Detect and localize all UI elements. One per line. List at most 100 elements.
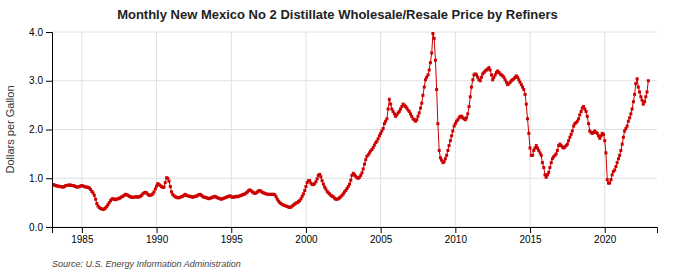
x-tick-label: 2015 [519, 234, 542, 245]
x-tick-label: 1995 [221, 234, 244, 245]
marker [163, 186, 166, 189]
marker [525, 103, 528, 106]
marker [602, 133, 605, 136]
marker [438, 149, 441, 152]
x-tick: 2015 [519, 227, 542, 245]
marker [613, 168, 616, 171]
y-tick-mark [46, 178, 52, 179]
marker [167, 180, 170, 183]
marker [571, 129, 574, 132]
x-tick-mark [82, 227, 83, 233]
marker [415, 118, 418, 121]
y-axis-line [46, 33, 53, 228]
marker [633, 93, 636, 96]
marker [619, 149, 622, 152]
y-tick: 2.0 [29, 124, 52, 135]
y-tick: 3.0 [29, 75, 52, 86]
marker [349, 179, 352, 182]
marker [363, 163, 366, 166]
x-tick: 1985 [71, 227, 94, 245]
marker [645, 90, 648, 93]
marker [93, 194, 96, 197]
marker [319, 175, 322, 178]
y-tick-label: 2.0 [29, 124, 43, 135]
marker [609, 178, 612, 181]
marker [479, 79, 482, 82]
marker [627, 120, 630, 123]
y-tick: 4.0 [29, 27, 52, 38]
marker [527, 132, 530, 135]
marker [387, 108, 390, 111]
marker [578, 113, 581, 116]
marker [303, 189, 306, 192]
marker [153, 190, 156, 193]
marker [618, 154, 621, 157]
marker [314, 180, 317, 183]
marker [362, 167, 365, 170]
x-tick-mark [530, 227, 531, 233]
marker [431, 32, 434, 35]
grid [52, 32, 657, 227]
marker [622, 136, 625, 139]
y-tick-label: 4.0 [29, 27, 43, 38]
marker [608, 182, 611, 185]
marker [643, 100, 646, 103]
marker [433, 37, 436, 40]
marker [548, 166, 551, 169]
x-tick: 1995 [221, 227, 244, 245]
marker [555, 152, 558, 155]
marker [626, 125, 629, 128]
plot-area: 198519901995200020052010201520200.01.02.… [4, 27, 658, 245]
marker [522, 88, 525, 91]
y-tick-mark [46, 81, 52, 82]
marker [568, 136, 571, 139]
marker [426, 73, 429, 76]
marker [434, 59, 437, 62]
grid-line-y [52, 32, 657, 33]
marker [471, 78, 474, 81]
x-tick-mark [306, 227, 307, 233]
marker [577, 117, 580, 120]
marker [469, 95, 472, 98]
marker [430, 51, 433, 54]
marker [639, 95, 642, 98]
marker [611, 173, 614, 176]
marker [566, 143, 569, 146]
marker [489, 69, 492, 72]
marker [616, 161, 619, 164]
marker [450, 134, 453, 137]
grid-line-y [52, 178, 657, 179]
grid-line-y [52, 80, 657, 81]
x-tick-mark [231, 227, 232, 233]
marker [382, 127, 385, 130]
marker [556, 149, 559, 152]
y-tick: 1.0 [29, 173, 52, 184]
marker [567, 139, 570, 142]
x-tick-mark [381, 227, 382, 233]
marker [540, 154, 543, 157]
y-axis-label: Dollars per Gallon [4, 85, 16, 173]
marker [585, 110, 588, 113]
marker [443, 160, 446, 163]
x-tick-mark [455, 227, 456, 233]
y-tick-label: 3.0 [29, 75, 43, 86]
marker [629, 112, 632, 115]
x-tick-label: 1990 [146, 234, 169, 245]
y-tick-mark [46, 130, 52, 131]
marker [448, 144, 451, 147]
line [53, 33, 648, 209]
x-tick-label: 2020 [594, 234, 617, 245]
marker [302, 192, 305, 195]
x-tick-label: 1985 [71, 234, 94, 245]
marker [547, 171, 550, 174]
marker [94, 198, 97, 201]
marker [451, 129, 454, 132]
marker [418, 111, 421, 114]
marker [541, 161, 544, 164]
marker [531, 154, 534, 157]
marker [465, 116, 468, 119]
x-tick: 1990 [146, 227, 169, 245]
marker [321, 179, 324, 182]
y-axis: 0.01.02.03.04.0 [29, 27, 52, 233]
marker [632, 100, 635, 103]
